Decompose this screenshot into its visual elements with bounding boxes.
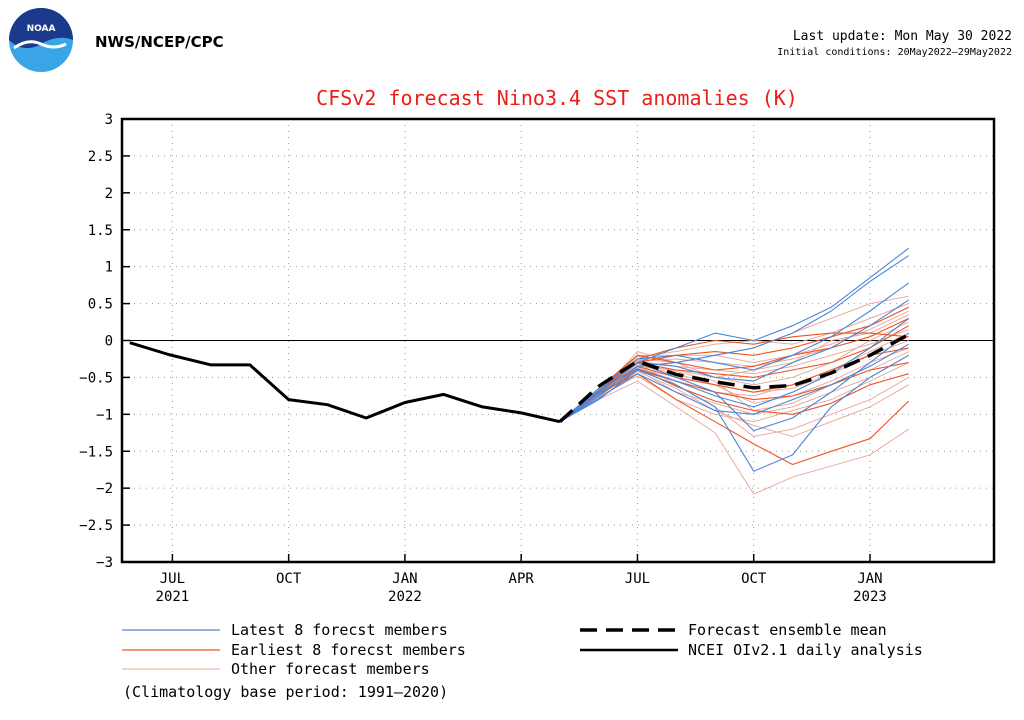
- legend-earliest-label: Earliest 8 forecst members: [231, 641, 466, 659]
- noaa-logo: NOAA: [9, 8, 73, 72]
- x-tick-year-label: 2022: [388, 589, 422, 605]
- initial-conditions-label: Initial conditions: 20May2022–29May2022: [777, 47, 1012, 58]
- x-tick-label: JAN: [857, 571, 882, 587]
- x-tick-label: APR: [509, 571, 535, 587]
- noaa-logo-upper: [9, 8, 73, 49]
- x-tick-label: JAN: [392, 571, 417, 587]
- x-tick-label: JUL: [625, 571, 650, 587]
- y-axis: 3 2.5 2 1.5 1 0.5 0 −0.5 −1 −1.5 −2 −2.5 −3: [79, 112, 130, 571]
- latest-member-line-5: [559, 282, 910, 423]
- other-members-series: [559, 295, 909, 495]
- climatology-note: (Climatology base period: 1991–2020): [123, 683, 448, 701]
- x-tick-label: OCT: [741, 571, 767, 587]
- legend-mean-label: Forecast ensemble mean: [688, 621, 887, 639]
- grid-lines: [122, 119, 994, 562]
- latest-member-line-2: [559, 255, 910, 423]
- y-tick-label: −1: [96, 407, 113, 423]
- y-tick-label: 2.5: [88, 149, 113, 165]
- earliest-member-line-3: [559, 317, 909, 423]
- x-tick-label: JUL: [160, 571, 185, 587]
- y-tick-label: 0: [105, 334, 113, 350]
- y-tick-label: 0.5: [88, 297, 113, 313]
- latest-member-line-3: [559, 354, 909, 472]
- ensemble-mean-line: [558, 333, 910, 423]
- earliest-member-line-5: [559, 332, 909, 423]
- x-tick-label: OCT: [276, 571, 302, 587]
- y-tick-label: 2: [105, 186, 113, 202]
- plot-frame: [120, 117, 996, 564]
- y-tick-label: −1.5: [79, 444, 113, 460]
- y-tick-label: −2.5: [79, 518, 113, 534]
- last-update-label: Last update: Mon May 30 2022: [793, 29, 1012, 44]
- agency-label: NWS/NCEP/CPC: [95, 33, 224, 51]
- y-tick-label: 3: [105, 112, 113, 128]
- legend: Latest 8 forecst members Earliest 8 fore…: [122, 621, 923, 701]
- legend-other-label: Other forecast members: [231, 660, 430, 678]
- latest-member-line-4: [559, 332, 910, 432]
- y-tick-label: 1: [105, 260, 113, 276]
- latest-member-line-7: [559, 343, 909, 423]
- y-tick-label: −3: [96, 555, 113, 571]
- legend-latest-label: Latest 8 forecst members: [231, 621, 448, 639]
- analysis-line: [129, 341, 561, 424]
- x-tick-year-label: 2023: [853, 589, 887, 605]
- y-tick-label: −0.5: [79, 370, 113, 386]
- earliest-member-line-1: [559, 373, 910, 466]
- other-member-line-2: [559, 380, 909, 495]
- analysis-series: [129, 341, 561, 424]
- latest-member-line-8: [559, 299, 910, 423]
- y-tick-label: 1.5: [88, 223, 113, 239]
- chart-title: CFSv2 forecast Nino3.4 SST anomalies (K): [316, 86, 798, 110]
- latest-members-series: [559, 247, 910, 472]
- latest-member-line-6: [559, 317, 910, 423]
- ensemble-mean-series: [558, 333, 910, 423]
- x-axis: JUL 2021 OCT JAN 2022 APR JUL OCT JAN 2023: [156, 554, 887, 605]
- y-tick-label: −2: [96, 481, 113, 497]
- x-tick-year-label: 2021: [156, 589, 190, 605]
- noaa-logo-gull: [13, 40, 67, 50]
- legend-analysis-label: NCEI OIv2.1 daily analysis: [688, 641, 923, 659]
- noaa-logo-text: NOAA: [27, 24, 56, 34]
